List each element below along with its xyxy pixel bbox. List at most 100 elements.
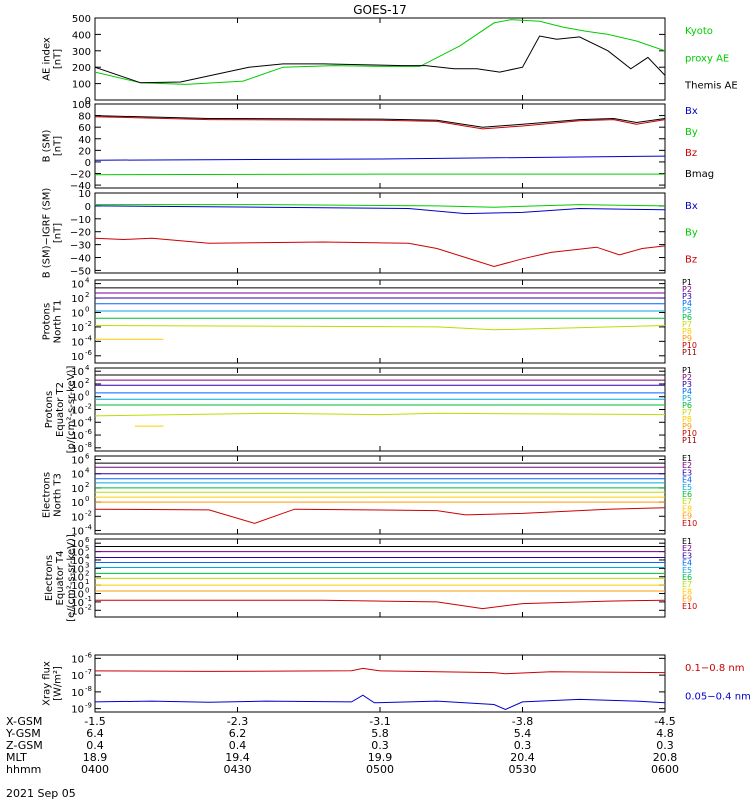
legend-label: E10 — [682, 519, 697, 528]
y-tick-exponent: -7 — [85, 668, 92, 676]
y-tick-exponent: -4 — [85, 523, 93, 531]
y-tick-label: 10 — [71, 323, 84, 334]
y-tick-label: 10 — [71, 380, 84, 391]
legend-label: P6 — [682, 401, 692, 410]
y-tick-label: 0 — [85, 202, 91, 213]
legend-label: Bz — [685, 148, 697, 159]
y-tick-label: 10 — [71, 671, 84, 682]
series-line-bmag — [95, 115, 665, 128]
legend-label: E4 — [682, 559, 692, 568]
legend-label: E5 — [682, 483, 692, 492]
x-axis-value: 0530 — [509, 763, 537, 776]
y-tick-exponent: 0 — [85, 305, 89, 313]
legend-label: P9 — [682, 334, 692, 343]
x-axis-value: 19.4 — [225, 751, 250, 764]
legend-label: E3 — [682, 468, 692, 477]
series-line-by — [95, 204, 665, 208]
legend-label: P8 — [682, 327, 692, 336]
series-lines — [95, 462, 665, 524]
y-tick-label: 10 — [71, 598, 84, 609]
y-tick-label: 80 — [78, 112, 91, 123]
series-lines — [95, 287, 665, 340]
y-tick-label: 10 — [71, 526, 84, 537]
y-tick-exponent: -8 — [85, 685, 92, 693]
date-label: 2021 Sep 05 — [6, 787, 76, 800]
x-axis-value: 19.9 — [368, 751, 393, 764]
legend-label: E2 — [682, 544, 692, 553]
series-line-by — [95, 173, 665, 176]
legend-label: P9 — [682, 422, 692, 431]
y-tick-label: 10 — [71, 352, 84, 363]
y-tick-exponent: 2 — [85, 291, 89, 299]
legend-label: P7 — [682, 408, 692, 417]
y-tick-exponent: -6 — [85, 349, 93, 357]
legend-label: P7 — [682, 320, 692, 329]
x-axis-value: 6.4 — [86, 727, 104, 740]
y-tick-exponent: -9 — [85, 702, 92, 710]
legend-label: P4 — [682, 299, 692, 308]
x-axis-value: 0.3 — [656, 739, 674, 752]
y-axis-label: North T1 — [53, 300, 64, 344]
legend-label: P10 — [682, 341, 697, 350]
x-axis-annotation: X-GSM -1.5 -2.3 -3.1 -3.8 -4.5 Y-GSM 6.4 6.2 5.8 5… — [5, 715, 679, 776]
y-axis-label: Xray flux — [42, 661, 53, 706]
y-tick-exponent: 4 — [85, 277, 90, 285]
y-tick-label: 20 — [78, 146, 91, 157]
y-tick-exponent: 2 — [85, 377, 89, 385]
series-line-themis-ae — [95, 35, 665, 84]
legend-label: E3 — [682, 551, 692, 560]
legend-label: E1 — [682, 454, 692, 463]
x-axis-value: 0400 — [81, 763, 109, 776]
legend-label: P11 — [682, 436, 697, 445]
y-tick-exponent: 0 — [85, 495, 89, 503]
y-tick-label: 40 — [78, 135, 91, 146]
legend-label: E7 — [682, 497, 692, 506]
x-axis-value: 0500 — [366, 763, 394, 776]
series-lines — [95, 667, 665, 711]
panel-ae: 0 100 200 300 400 500 AE index [nT] Kyoto proxy A… — [42, 14, 738, 107]
y-tick-label: 10 — [71, 705, 84, 716]
y-tick-exponent: 0 — [85, 390, 89, 398]
series-lines — [95, 374, 665, 427]
legend-label: proxy AE — [685, 53, 729, 64]
y-axis-label: [W/m²] — [53, 666, 64, 701]
legend-label: P6 — [682, 313, 692, 322]
legend-label: P4 — [682, 387, 692, 396]
legend-label: E8 — [682, 504, 692, 513]
y-tick-label: 0 — [85, 96, 91, 107]
legend-label: Bmag — [685, 169, 714, 180]
legend-label: P5 — [682, 394, 692, 403]
y-tick-label: 100 — [72, 100, 91, 111]
series-lines — [95, 19, 665, 85]
y-tick-label: 10 — [71, 484, 84, 495]
legend-label: P10 — [682, 429, 697, 438]
y-tick-label: 10 — [71, 548, 84, 559]
x-axis-row-label: X-GSM — [6, 715, 42, 728]
x-axis-value: 18.9 — [83, 751, 108, 764]
y-axis-label: [p/(cm²-s-sr-keV)] — [66, 366, 77, 454]
y-tick-label: 100 — [72, 80, 91, 91]
x-axis-value: 6.2 — [229, 727, 247, 740]
legend-label: E10 — [682, 602, 697, 611]
y-tick-exponent: 6 — [85, 536, 90, 544]
series-lines — [95, 204, 665, 268]
y-axis-label: Equator T2 — [55, 382, 66, 437]
y-tick-label: 10 — [71, 512, 84, 523]
legend-label: E7 — [682, 580, 692, 589]
y-tick-exponent: -4 — [85, 334, 93, 342]
x-axis-row-label: hhmm — [6, 763, 41, 776]
panel-frame — [94, 103, 666, 189]
series-lines — [95, 115, 665, 176]
y-tick-exponent: -6 — [85, 651, 93, 659]
x-axis-value: 20.4 — [510, 751, 535, 764]
y-tick-label: 300 — [72, 47, 91, 58]
y-axis-label: Electrons — [42, 472, 53, 518]
y-tick-exponent: -6 — [85, 428, 93, 436]
y-tick-label: 10 — [71, 688, 84, 699]
legend-label: Themis AE — [684, 81, 738, 92]
x-axis-value: 0.4 — [86, 739, 104, 752]
